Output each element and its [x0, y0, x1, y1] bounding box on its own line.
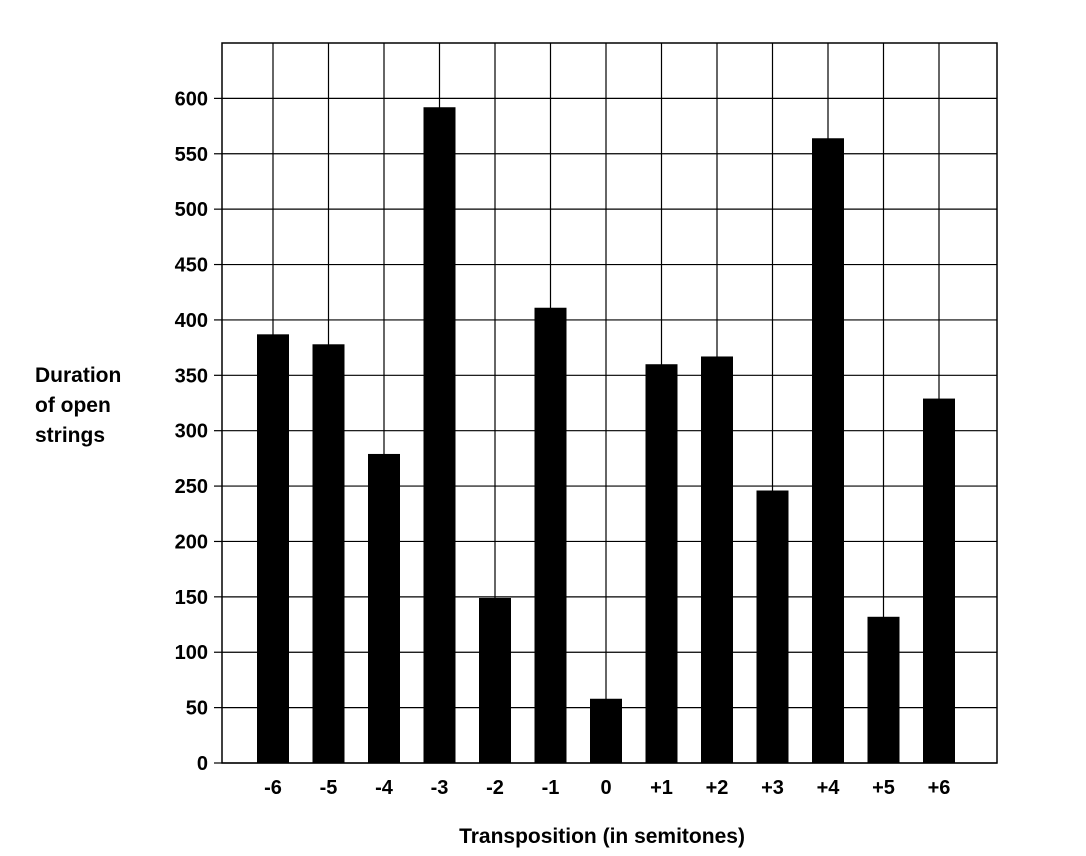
bar-0 — [590, 698, 622, 763]
x-tick-label: -5 — [320, 777, 338, 799]
y-axis-title-line-2: of open — [35, 394, 111, 417]
bars — [257, 107, 955, 763]
bar--2 — [479, 597, 511, 763]
x-tick-label: +5 — [872, 777, 895, 799]
y-tick-label: 400 — [175, 310, 208, 332]
y-tick-label: 100 — [175, 642, 208, 664]
x-tick-label: +1 — [650, 777, 673, 799]
x-axis-ticks: -6 -5 -4 -3 -2 -1 0 +1 +2 +3 +4 +5 +6 — [264, 777, 950, 799]
x-axis-title: Transposition (in semitones) — [459, 825, 745, 848]
x-tick-label: -6 — [264, 777, 282, 799]
y-tick-label: 300 — [175, 421, 208, 443]
y-tick-label: 150 — [175, 587, 208, 609]
x-tick-label: +3 — [761, 777, 784, 799]
bar-+2 — [701, 356, 733, 763]
bar--6 — [257, 334, 289, 763]
x-tick-label: 0 — [600, 777, 611, 799]
bar-+6 — [923, 398, 955, 763]
y-axis-title-line-3: strings — [35, 424, 105, 447]
y-tick-label: 50 — [186, 698, 208, 720]
bar--5 — [312, 344, 345, 763]
x-tick-label: -4 — [375, 777, 394, 799]
y-axis-ticks: 0 50 100 150 200 250 300 350 400 450 500 550 600 — [175, 88, 222, 775]
y-axis-title-line-1: Duration — [35, 364, 121, 387]
bar-+5 — [867, 616, 900, 763]
bar-+4 — [812, 138, 844, 763]
y-tick-label: 450 — [175, 255, 208, 277]
bar--4 — [368, 453, 400, 763]
y-tick-label: 250 — [175, 476, 208, 498]
x-tick-label: +2 — [706, 777, 729, 799]
bar-+3 — [756, 490, 789, 763]
x-tick-label: -2 — [486, 777, 504, 799]
y-tick-label: 550 — [175, 144, 208, 166]
y-tick-label: 350 — [175, 365, 208, 387]
y-axis-title: Duration of open strings — [35, 364, 127, 447]
y-tick-label: 200 — [175, 531, 208, 553]
x-tick-label: +4 — [817, 777, 841, 799]
x-tick-label: +6 — [928, 777, 951, 799]
bar--1 — [534, 307, 567, 763]
bar-+1 — [645, 364, 678, 763]
x-tick-label: -1 — [542, 777, 560, 799]
y-tick-label: 500 — [175, 199, 208, 221]
y-tick-label: 600 — [175, 88, 208, 110]
y-tick-label: 0 — [197, 753, 208, 775]
bar--3 — [423, 107, 456, 763]
x-tick-label: -3 — [431, 777, 449, 799]
